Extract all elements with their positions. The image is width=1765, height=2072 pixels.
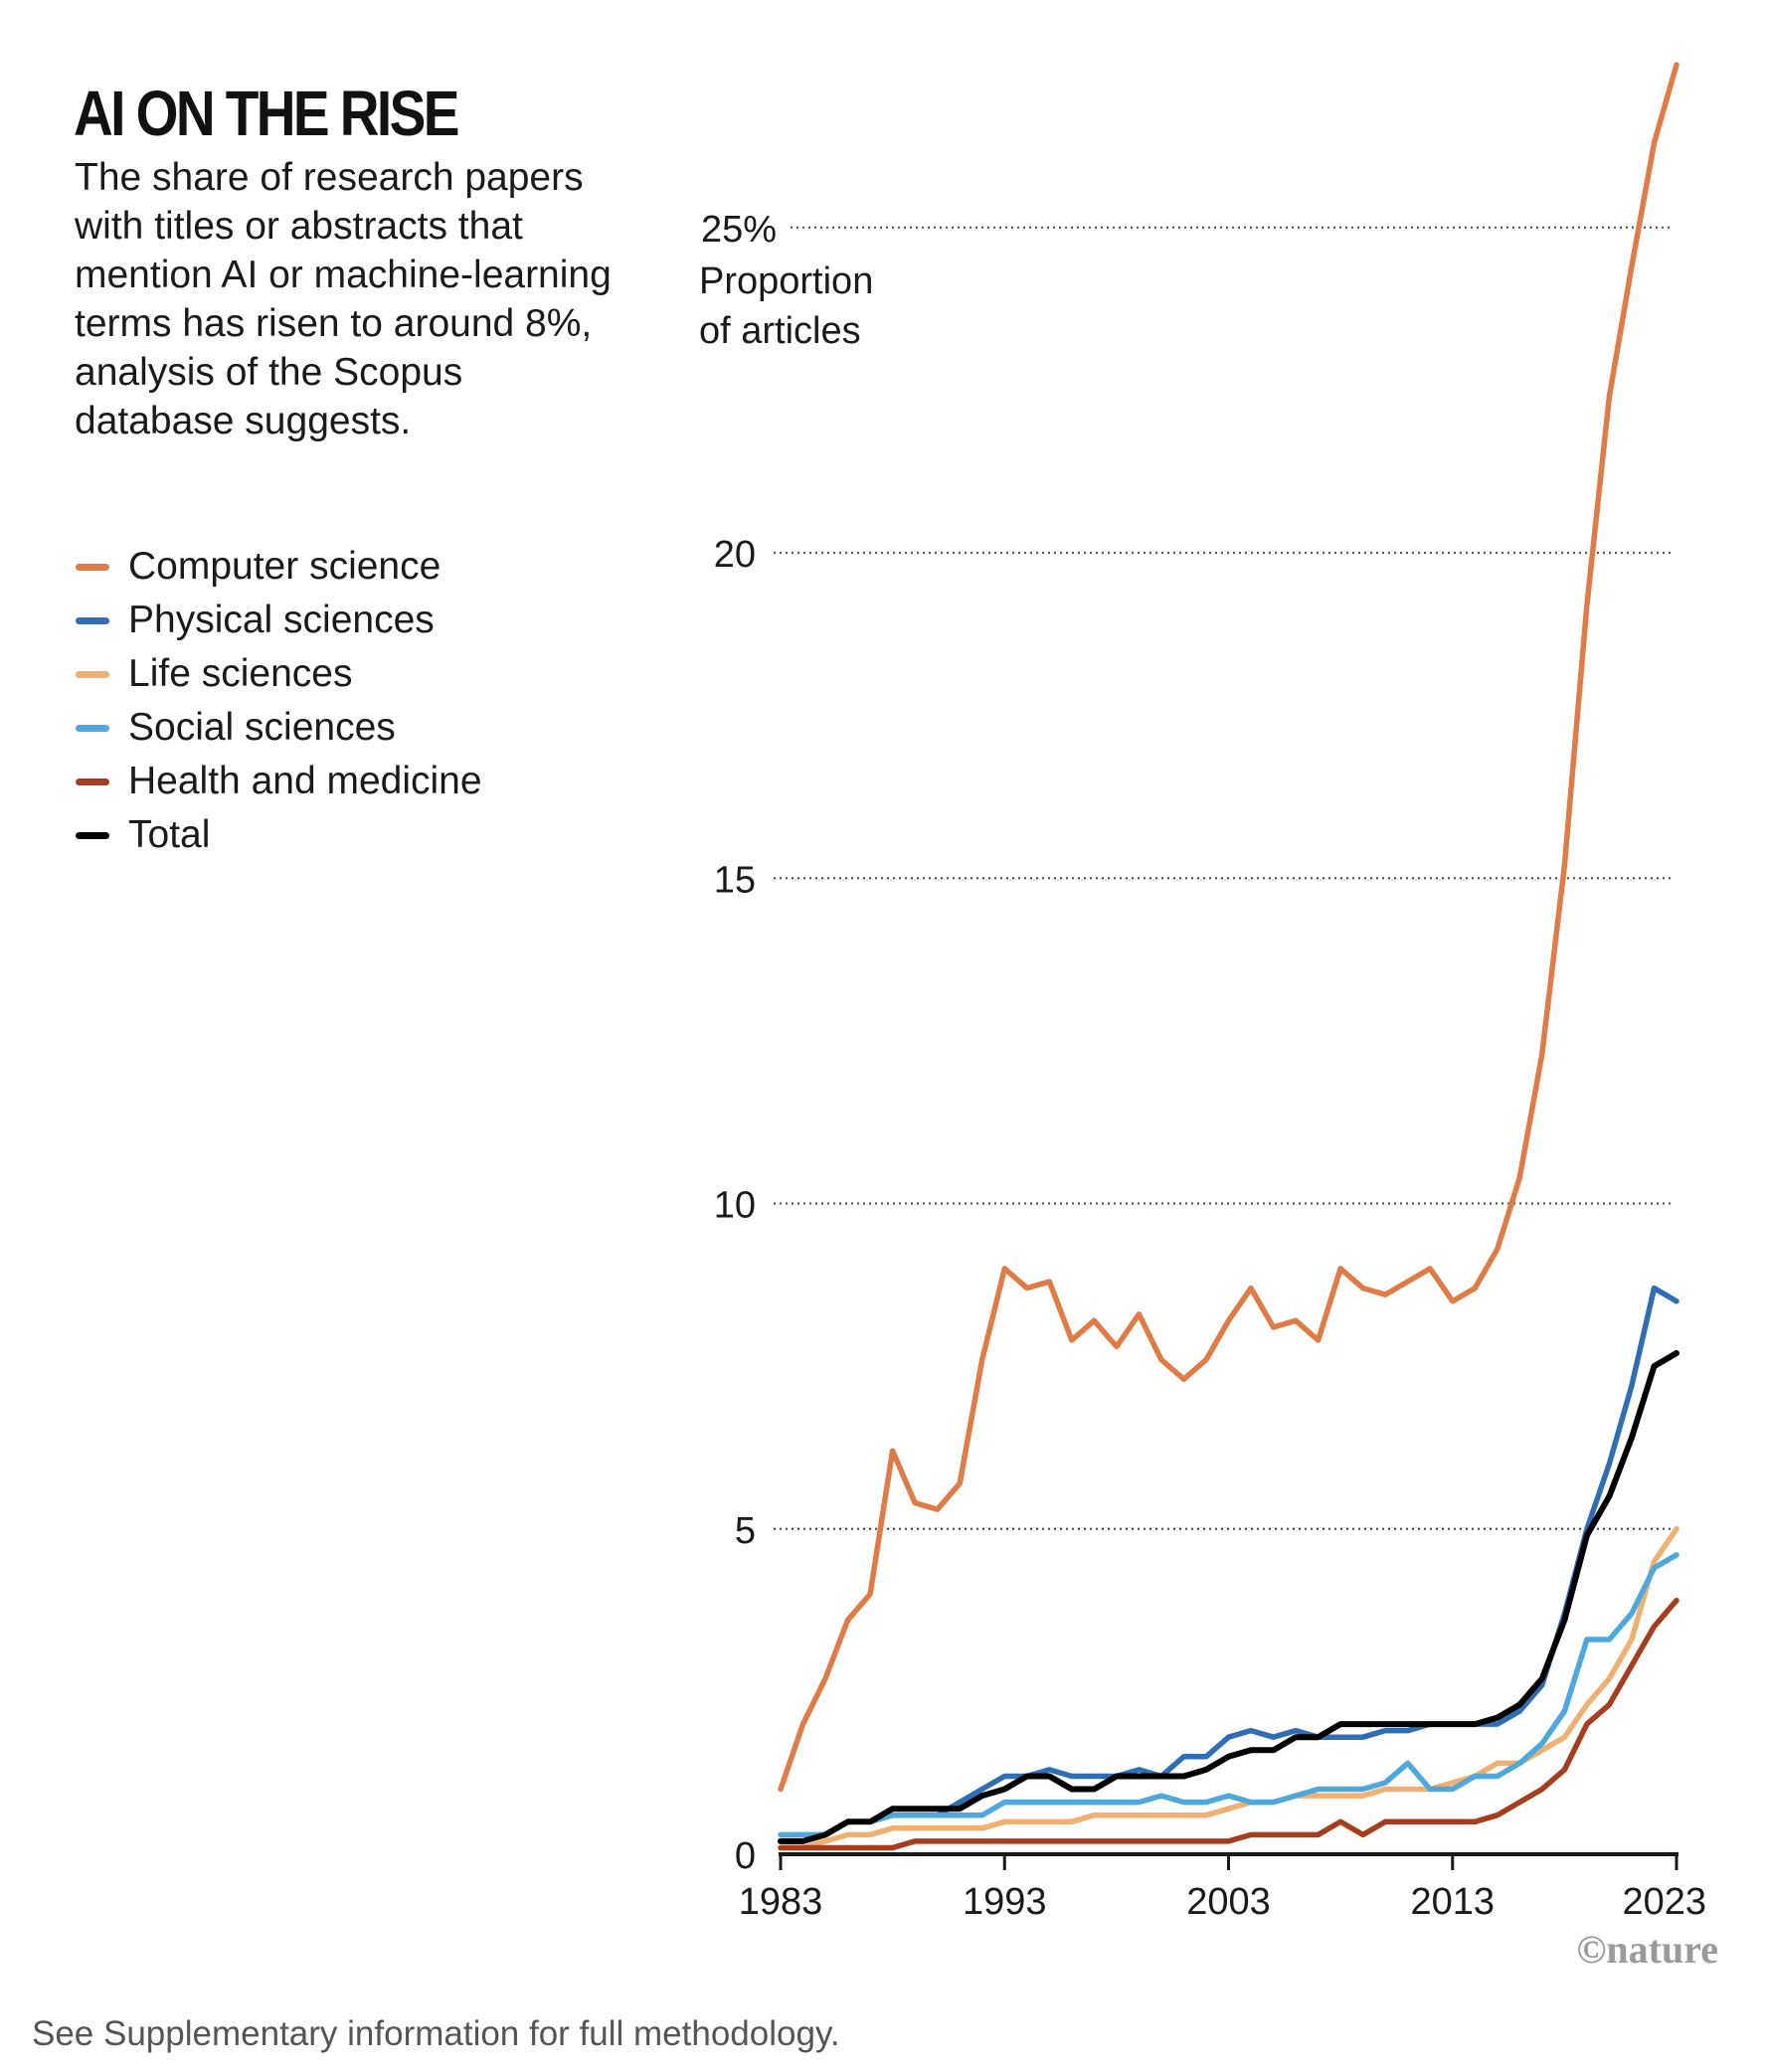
series-line-computer-science (778, 62, 1679, 1793)
legend-swatch (76, 777, 109, 785)
chart-subtitle: The share of research papers with titles… (75, 156, 612, 442)
x-tick-label: 1983 (739, 1881, 823, 1923)
y-tick-label: 20 (714, 534, 756, 576)
legend-label: Social sciences (128, 706, 396, 749)
legend-swatch (76, 616, 109, 624)
legend-swatch (76, 563, 109, 571)
legend-swatch (76, 831, 109, 839)
y-tick-label: 5 (735, 1510, 756, 1552)
series-line-health-and-medicine (778, 1597, 1679, 1851)
legend-item-social-sciences: Social sciences (76, 701, 482, 755)
nature-credit: ©nature (1577, 1927, 1718, 1972)
chart-legend: Computer science Physical sciences Life … (76, 540, 482, 862)
legend-item-life-sciences: Life sciences (76, 647, 482, 701)
x-axis: 1983 1993 2003 2013 2023 (739, 1852, 1706, 1923)
legend-item-total: Total (76, 808, 482, 862)
legend-item-health-and-medicine: Health and medicine (76, 755, 482, 808)
chart-title: AI ON THE RISE (74, 78, 459, 149)
legend-item-computer-science: Computer science (76, 540, 482, 594)
series-line-social-sciences (778, 1552, 1679, 1838)
y-tick-label: 15 (714, 859, 756, 901)
legend-item-physical-sciences: Physical sciences (76, 594, 482, 647)
gridlines: 0 5 10 15 20 25% (701, 209, 1673, 1877)
series-lines (778, 62, 1679, 1851)
series-line-total (778, 1350, 1679, 1844)
y-tick-label: 10 (714, 1185, 756, 1227)
legend-label: Computer science (128, 545, 441, 588)
x-tick-label: 2013 (1410, 1881, 1495, 1923)
x-tick-label: 2003 (1186, 1881, 1271, 1923)
legend-label: Total (128, 813, 211, 856)
footnote: See Supplementary information for full m… (32, 2014, 840, 2053)
x-tick-label: 2023 (1622, 1881, 1706, 1923)
legend-label: Life sciences (128, 652, 353, 695)
y-axis-label-line: Proportion (699, 260, 873, 302)
x-tick-label: 1993 (963, 1881, 1047, 1923)
legend-swatch (76, 670, 109, 678)
legend-label: Health and medicine (128, 760, 482, 802)
y-axis-label-line: of articles (699, 310, 861, 352)
y-axis-label: Proportion of articles (699, 260, 873, 352)
y-tick-label: 0 (735, 1835, 756, 1877)
legend-swatch (76, 724, 109, 732)
legend-label: Physical sciences (128, 599, 435, 641)
y-tick-label: 25% (701, 209, 777, 251)
